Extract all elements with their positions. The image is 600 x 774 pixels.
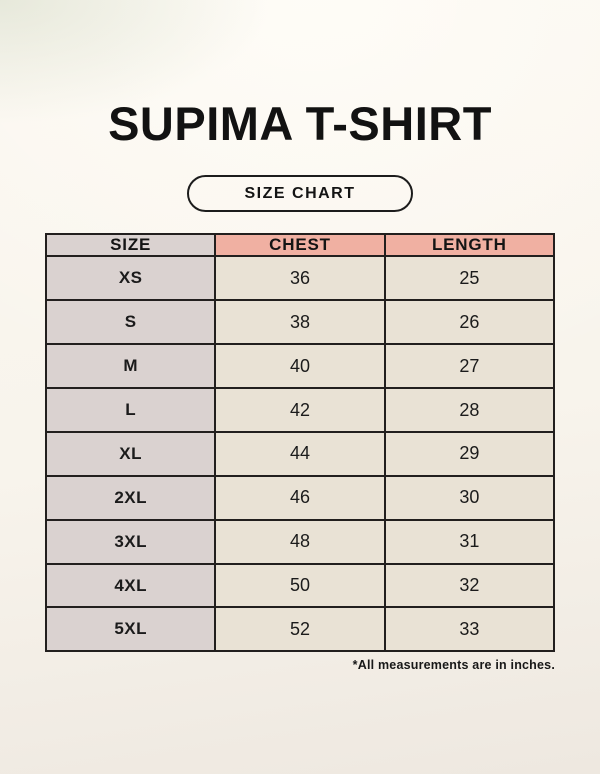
size-label: XS [44, 255, 217, 302]
length-value: 30 [383, 474, 556, 521]
chest-value: 44 [214, 430, 386, 477]
table-row: M 40 27 [44, 343, 556, 390]
column-header-chest: CHEST [214, 233, 386, 258]
chest-value: 38 [214, 299, 386, 346]
size-chart-badge[interactable]: SIZE CHART [187, 175, 413, 213]
size-chart-table-container: SIZE CHEST LENGTH XS 36 25 S 38 26 M [44, 233, 556, 653]
table-row: S 38 26 [44, 299, 556, 346]
chest-value: 52 [214, 606, 386, 653]
size-label: M [44, 343, 217, 390]
table-row: XS 36 25 [44, 255, 556, 302]
length-value: 28 [383, 387, 556, 433]
badge-container: SIZE CHART [0, 175, 600, 213]
table-row: XL 44 29 [44, 430, 556, 477]
chest-value: 36 [214, 255, 386, 302]
chest-value: 46 [214, 474, 386, 521]
column-header-length: LENGTH [383, 233, 556, 258]
length-value: 33 [383, 606, 556, 653]
chest-value: 40 [214, 343, 386, 390]
table-row: 3XL 48 31 [44, 518, 556, 565]
size-label: 5XL [44, 606, 217, 653]
size-chart-table: SIZE CHEST LENGTH XS 36 25 S 38 26 M [44, 233, 556, 653]
table-row: L 42 28 [44, 387, 556, 433]
table-row: 2XL 46 30 [44, 474, 556, 521]
size-label: 3XL [44, 518, 217, 565]
chest-value: 42 [214, 387, 386, 433]
column-header-size: SIZE [44, 233, 217, 258]
length-value: 29 [383, 430, 556, 477]
size-label: S [44, 299, 217, 346]
length-value: 32 [383, 562, 556, 609]
length-value: 26 [383, 299, 556, 346]
length-value: 27 [383, 343, 556, 390]
measurements-footnote: *All measurements are in inches. [352, 658, 555, 673]
length-value: 25 [383, 255, 556, 302]
page-title: SUPIMA T-SHIRT [108, 97, 492, 150]
size-label: 2XL [44, 474, 217, 521]
table-row: 4XL 50 32 [44, 562, 556, 609]
size-label: 4XL [44, 562, 217, 609]
size-label: XL [44, 430, 217, 477]
table-header-row: SIZE CHEST LENGTH [44, 233, 556, 258]
chest-value: 50 [214, 562, 386, 609]
size-label: L [44, 387, 217, 433]
table-row: 5XL 52 33 [44, 606, 556, 653]
length-value: 31 [383, 518, 556, 565]
chest-value: 48 [214, 518, 386, 565]
